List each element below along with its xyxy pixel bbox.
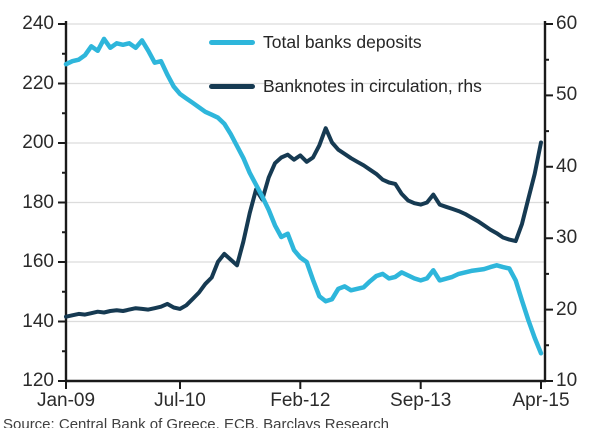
legend-item-deposits: Total banks deposits: [209, 32, 422, 53]
right-axis-tick-label: 60: [556, 13, 578, 34]
x-axis-tick-label: Apr-15: [512, 390, 570, 411]
right-axis-tick-label: 50: [556, 84, 578, 106]
banknotes-legend-swatch: [209, 84, 255, 89]
left-axis-tick-label: 180: [22, 191, 54, 213]
left-axis-tick-label: 220: [22, 72, 54, 94]
left-axis-tick-label: 200: [22, 132, 54, 153]
deposits-legend-swatch: [209, 40, 255, 45]
x-axis-tick-label: Feb-12: [270, 390, 331, 411]
axis-ticks: [58, 23, 553, 389]
banknotes-legend-label: Banknotes in circulation, rhs: [263, 76, 482, 96]
left-axis-tick-label: 120: [22, 370, 54, 391]
left-axis-tick-label: 140: [22, 310, 54, 332]
deposits-legend-label: Total banks deposits: [263, 32, 422, 52]
right-axis-tick-label: 10: [556, 370, 578, 391]
left-axis-tick-label: 240: [22, 13, 54, 34]
left-axis-tick-label: 160: [22, 251, 54, 272]
banknotes-line: [64, 126, 543, 319]
x-axis-tick-label: Jul-10: [154, 390, 206, 411]
x-axis-tick-label: Jan-09: [36, 390, 96, 411]
right-axis-tick-label: 20: [556, 298, 578, 320]
right-axis-tick-label: 40: [556, 155, 578, 177]
x-axis-tick-label: Sep-13: [390, 390, 452, 411]
right-axis-tick-label: 30: [556, 227, 578, 249]
gridlines: [66, 23, 545, 323]
deposits-line: [63, 36, 544, 356]
source-note: Source: Central Bank of Greece, ECB, Bar…: [3, 416, 390, 428]
legend-item-banknotes: Banknotes in circulation, rhs: [209, 76, 482, 97]
